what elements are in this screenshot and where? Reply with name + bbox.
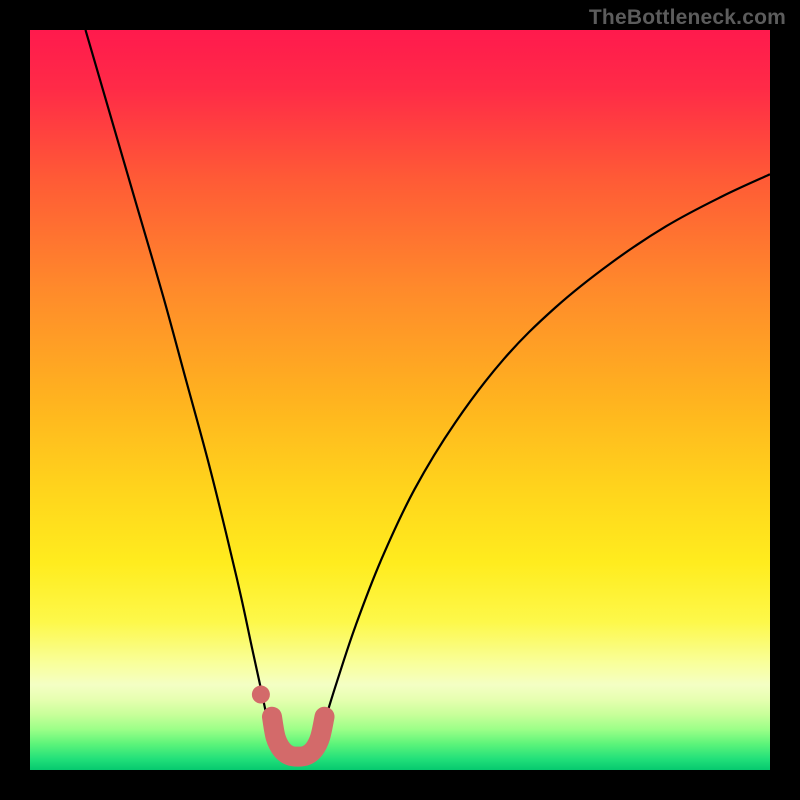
right-curve [326,174,770,716]
watermark-text: TheBottleneck.com [589,6,786,30]
highlight-dot [252,686,270,704]
curve-layer [30,30,770,770]
plot-area [30,30,770,770]
u-segment [272,717,325,757]
left-curve [86,30,267,717]
